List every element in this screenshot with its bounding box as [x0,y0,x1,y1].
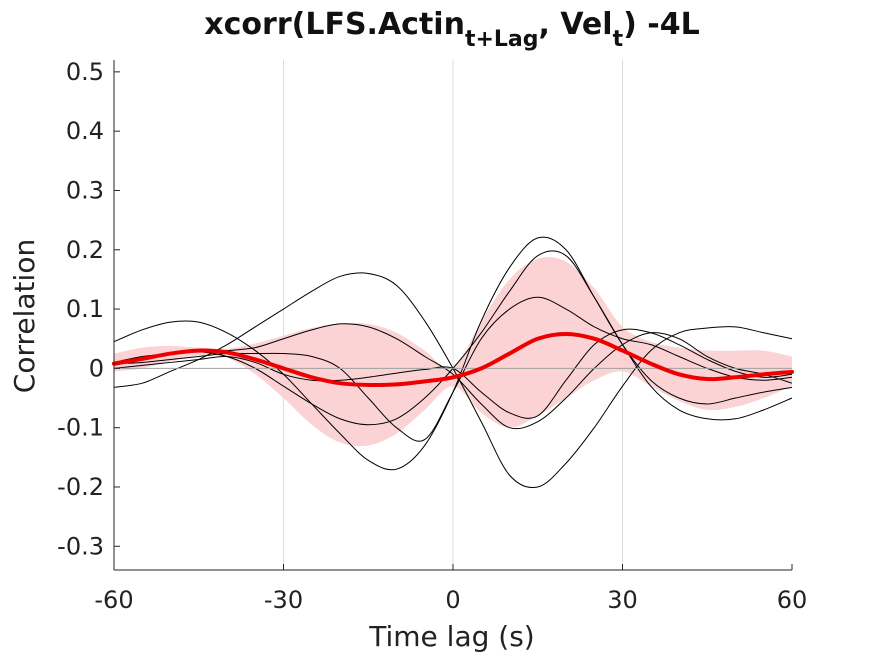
x-tick-label: 60 [777,586,808,614]
title-prefix: xcorr(LFS.Actin [204,7,465,42]
y-tick-label: 0.3 [66,176,104,204]
y-tick-label: -0.1 [57,414,104,442]
plot-area [112,60,794,570]
axes [113,60,793,571]
x-tick-label: -60 [94,586,133,614]
y-tick-label: 0.2 [66,236,104,264]
chart-title: xcorr(LFS.Actint+Lag, Velt) -4L [204,7,699,52]
y-tick-label: -0.3 [57,532,104,560]
y-tick-label: -0.2 [57,473,104,501]
confidence-band [114,256,792,447]
y-tick-label: 0.5 [66,58,104,86]
title-subscript-lag: t+Lag [465,27,539,52]
x-axis-label: Time lag (s) [368,620,534,653]
y-axis-label: Correlation [8,239,41,393]
grid-lines [283,60,623,570]
x-tick-label: 0 [445,586,460,614]
title-middle: , Vel [539,7,613,42]
y-tick-label: 0.1 [66,295,104,323]
x-tick-label: 30 [607,586,638,614]
y-tick-label: 0 [89,354,104,382]
x-tick-label: -30 [264,586,303,614]
y-tick-label: 0.4 [66,117,104,145]
title-suffix: ) -4L [623,7,700,42]
y-tick-labels: -0.3 -0.2 -0.1 0 0.1 0.2 0.3 0.4 0.5 [57,58,104,560]
mean-line [112,331,794,388]
x-tick-labels: -60 -30 0 30 60 [94,586,807,614]
title-subscript-t: t [613,27,624,52]
